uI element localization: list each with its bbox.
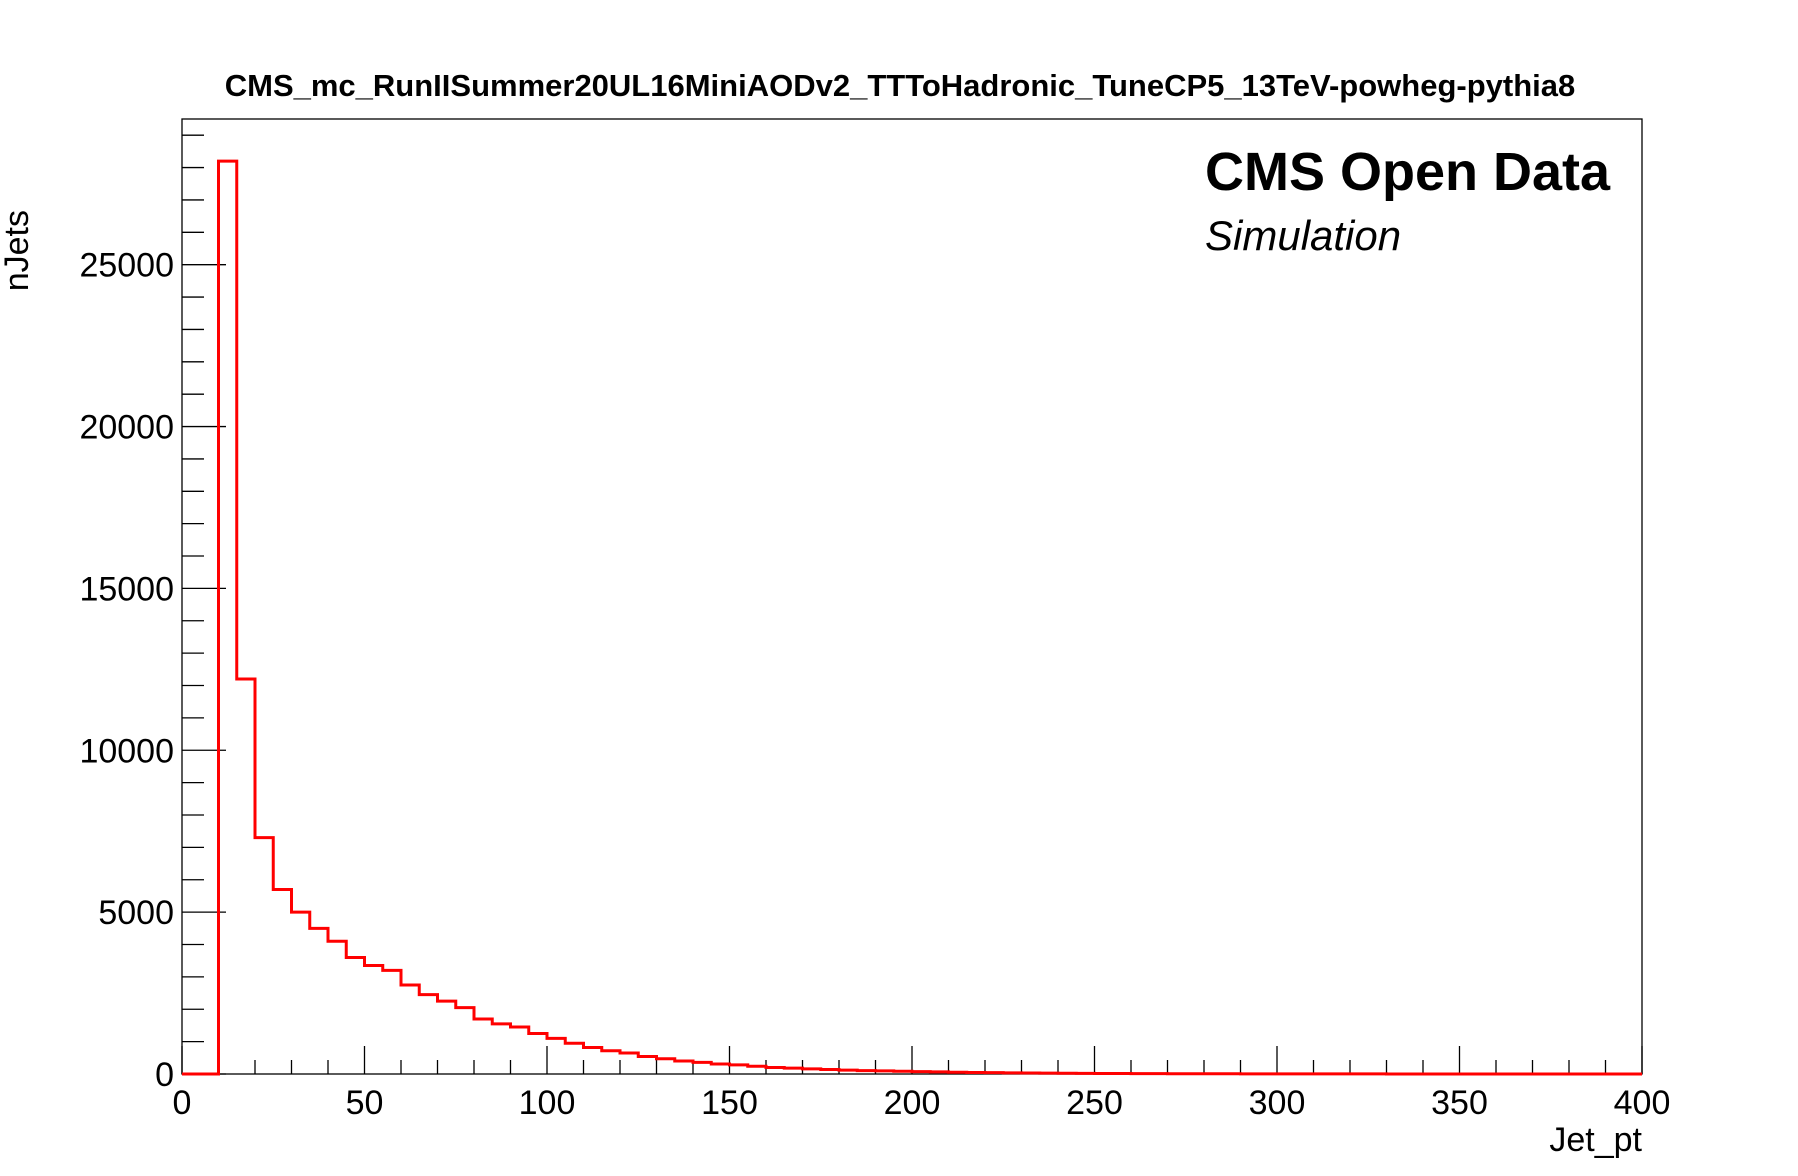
histogram-bins bbox=[219, 161, 1497, 1074]
simulation-label: Simulation bbox=[1205, 212, 1401, 259]
histogram-bin bbox=[255, 838, 273, 1074]
y-tick-label: 0 bbox=[155, 1056, 174, 1094]
histogram-bin bbox=[365, 966, 383, 1074]
histogram-bin bbox=[474, 1019, 492, 1074]
y-tick-label: 10000 bbox=[79, 732, 174, 770]
histogram-bin bbox=[456, 1008, 474, 1074]
histogram-bin bbox=[894, 1071, 912, 1074]
histogram-bin bbox=[967, 1072, 985, 1074]
histogram-bin bbox=[237, 679, 255, 1074]
x-tick-label: 50 bbox=[346, 1084, 384, 1122]
histogram-bin bbox=[1076, 1073, 1094, 1074]
y-tick-label: 15000 bbox=[79, 570, 174, 608]
histogram-bin bbox=[438, 1001, 456, 1074]
histogram-bin bbox=[602, 1051, 620, 1074]
chart-title: CMS_mc_RunIISummer20UL16MiniAODv2_TTToHa… bbox=[225, 68, 1576, 103]
x-tick-label: 200 bbox=[884, 1084, 941, 1122]
histogram-bin bbox=[766, 1068, 784, 1074]
histogram-bin bbox=[803, 1069, 821, 1074]
histogram-bin bbox=[1003, 1073, 1021, 1074]
histogram-bin bbox=[985, 1073, 1003, 1074]
histogram-bin bbox=[657, 1059, 675, 1074]
histogram-bin bbox=[620, 1053, 638, 1074]
x-tick-label: 300 bbox=[1249, 1084, 1306, 1122]
x-tick-label: 100 bbox=[519, 1084, 576, 1122]
histogram-bin bbox=[1095, 1073, 1113, 1074]
histogram-bin bbox=[273, 889, 291, 1074]
cms-open-data-label: CMS Open Data bbox=[1205, 142, 1611, 202]
x-tick-label: 250 bbox=[1066, 1084, 1123, 1122]
histogram-bin bbox=[876, 1071, 894, 1074]
histogram-bin bbox=[949, 1072, 967, 1074]
x-tick-label: 400 bbox=[1614, 1084, 1671, 1122]
y-axis: 0 5000 10000 15000 20000 25000 bbox=[79, 134, 226, 1094]
histogram-bin bbox=[1022, 1073, 1040, 1074]
histogram-bin bbox=[821, 1069, 839, 1074]
histogram-bin bbox=[638, 1057, 656, 1074]
histogram-bin bbox=[912, 1072, 930, 1074]
histogram-bin bbox=[346, 957, 364, 1074]
histogram-bin bbox=[565, 1043, 583, 1074]
histogram-bin bbox=[292, 912, 310, 1074]
x-axis: 0 50 100 150 200 250 300 350 400 bbox=[173, 1046, 1671, 1122]
histogram-bin bbox=[492, 1024, 510, 1074]
histogram-bin bbox=[730, 1065, 748, 1074]
y-tick-label: 25000 bbox=[79, 247, 174, 285]
histogram-bin bbox=[511, 1027, 529, 1074]
y-tick-label: 5000 bbox=[98, 894, 174, 932]
histogram-bin bbox=[675, 1061, 693, 1074]
histogram-bin bbox=[419, 995, 437, 1074]
x-axis-title: Jet_pt bbox=[1549, 1121, 1642, 1159]
histogram-bin bbox=[857, 1071, 875, 1074]
histogram-bin bbox=[383, 970, 401, 1074]
histogram-bin bbox=[584, 1047, 602, 1074]
histogram-bin bbox=[930, 1072, 948, 1074]
histogram-bin bbox=[748, 1066, 766, 1074]
histogram-bin bbox=[1040, 1073, 1058, 1074]
histogram-bin bbox=[328, 941, 346, 1074]
histogram-series-line bbox=[182, 159, 1642, 1076]
histogram-bin bbox=[547, 1038, 565, 1074]
histogram-bin bbox=[219, 161, 237, 1074]
histogram-bin bbox=[784, 1068, 802, 1074]
x-tick-label: 150 bbox=[701, 1084, 758, 1122]
histogram-bin bbox=[529, 1034, 547, 1074]
x-tick-label: 350 bbox=[1431, 1084, 1488, 1122]
x-tick-label: 0 bbox=[173, 1084, 192, 1122]
y-axis-title: nJets bbox=[0, 210, 36, 291]
y-tick-label: 20000 bbox=[79, 409, 174, 447]
histogram-bin bbox=[1058, 1073, 1076, 1074]
histogram-bin bbox=[310, 928, 328, 1074]
histogram-bin bbox=[711, 1064, 729, 1074]
plot-frame bbox=[181, 118, 1643, 1075]
histogram-bin bbox=[839, 1070, 857, 1074]
histogram-bin bbox=[401, 985, 419, 1074]
histogram-bin bbox=[693, 1062, 711, 1074]
